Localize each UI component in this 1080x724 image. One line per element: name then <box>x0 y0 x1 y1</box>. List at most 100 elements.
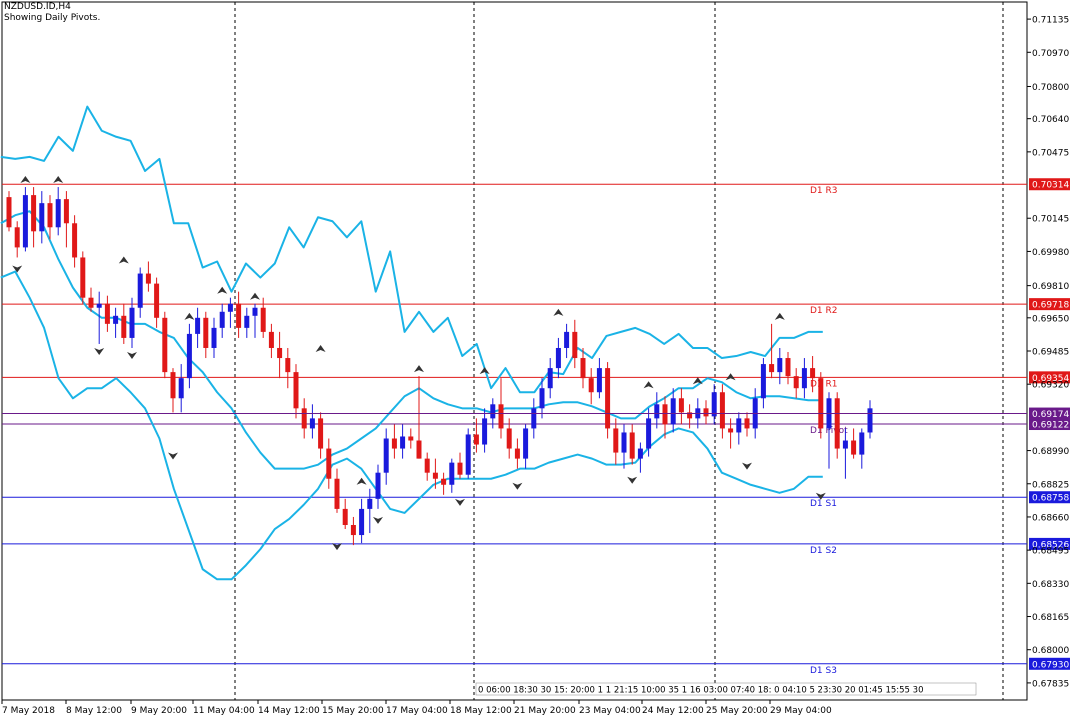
candle-body <box>63 199 69 224</box>
candle-body <box>834 398 840 449</box>
fractal-up-marker <box>725 373 736 381</box>
fractal-down-marker <box>373 516 383 524</box>
candle-body <box>621 432 627 453</box>
current-price-label: 0.69174 <box>1032 410 1069 420</box>
candle-body <box>137 273 143 308</box>
candle-body <box>203 317 209 348</box>
y-tick-label: 0.71135 <box>1032 16 1069 26</box>
candle-body <box>662 404 668 425</box>
fractal-up-marker <box>20 176 31 184</box>
x-tick-label: 24 May 12:00 <box>642 706 704 716</box>
fractal-up-marker <box>479 367 490 375</box>
pivot-price-label: 0.67930 <box>1032 660 1069 670</box>
candle-body <box>252 307 258 316</box>
candle-body <box>424 458 430 473</box>
time-overlay-strip <box>475 682 977 696</box>
y-tick-label: 0.70640 <box>1032 115 1069 125</box>
candle-body <box>47 203 53 228</box>
candle-body <box>654 404 660 419</box>
candle-body <box>22 195 28 248</box>
x-tick-label: 15 May 20:00 <box>322 706 384 716</box>
y-tick-label: 0.69810 <box>1032 282 1069 292</box>
y-tick-label: 0.70800 <box>1032 83 1069 93</box>
pivot-price-box <box>1029 418 1070 431</box>
pivot-price-label: 0.69354 <box>1032 374 1069 384</box>
fractal-up-marker <box>118 256 129 264</box>
x-tick-label: 25 May 20:00 <box>706 706 768 716</box>
candle-body <box>260 307 266 332</box>
pivot-label: D1 S3 <box>810 666 837 676</box>
candle-body <box>736 418 742 433</box>
fractal-down-marker <box>742 462 752 470</box>
y-tick-label: 0.68660 <box>1032 513 1069 523</box>
candle-body <box>268 331 274 348</box>
candle-body <box>580 358 586 379</box>
candle-body <box>154 283 160 318</box>
candle-body <box>547 368 553 389</box>
fractal-down-marker <box>455 498 465 506</box>
candle-body <box>104 303 110 324</box>
pivot-price-box <box>1029 298 1070 311</box>
fractal-down-marker <box>94 347 105 355</box>
candle-body <box>80 257 86 298</box>
middle-bollinger-band <box>0 210 823 470</box>
x-tick-label: 7 May 2018 <box>2 706 55 716</box>
candle-body <box>186 333 192 379</box>
candle-body <box>342 508 348 525</box>
pivot-label: D1 S1 <box>810 499 837 509</box>
time-overlay-label: 0 06:00 18:30 30 15: 20:00 1 1 21:15 10:… <box>478 686 923 696</box>
candle-body <box>55 199 61 228</box>
x-tick-label: 23 May 04:00 <box>579 706 641 716</box>
fractal-down-marker <box>127 351 137 359</box>
candle-body <box>96 303 102 308</box>
chart-symbol: NZDUSD.ID,H4 <box>4 2 71 12</box>
y-tick-label: 0.68990 <box>1032 447 1069 457</box>
y-tick-label: 0.69980 <box>1032 248 1069 258</box>
candle-body <box>851 440 857 455</box>
candle-body <box>383 438 389 473</box>
x-tick-label: 29 May 04:00 <box>770 706 832 716</box>
candle-body <box>613 428 619 453</box>
candle-body <box>514 448 520 459</box>
current-price-box <box>1029 407 1070 420</box>
candle-body <box>670 398 676 425</box>
fractal-up-marker <box>356 477 367 485</box>
candle-body <box>408 436 414 441</box>
candle-body <box>564 331 570 348</box>
candle-body <box>121 315 127 338</box>
candle-body <box>482 418 488 445</box>
candle-body <box>170 372 176 399</box>
y-tick-label: 0.67835 <box>1032 679 1069 689</box>
candle-body <box>293 372 299 409</box>
fractal-down-marker <box>12 265 23 273</box>
candle-body <box>769 364 775 373</box>
fractal-down-marker <box>168 452 178 460</box>
candle-body <box>31 195 37 232</box>
fractal-up-marker <box>315 345 326 353</box>
fractal-down-marker <box>332 543 342 551</box>
fractal-down-marker <box>815 492 826 500</box>
candle-body <box>375 472 381 499</box>
x-tick-label: 8 May 12:00 <box>66 706 122 716</box>
candle-body <box>441 478 447 485</box>
candle-body <box>432 472 438 479</box>
fractal-up-marker <box>553 308 564 316</box>
candle-body <box>88 297 94 308</box>
candle-body <box>416 440 422 459</box>
fractal-up-marker <box>692 377 703 385</box>
candle-body <box>523 428 529 459</box>
candle-body <box>596 368 602 393</box>
x-tick-label: 14 May 12:00 <box>258 706 320 716</box>
candle-body <box>178 378 184 399</box>
x-tick-label: 11 May 04:00 <box>193 706 255 716</box>
chart-subtitle: Showing Daily Pivots. <box>4 13 101 23</box>
fractal-up-marker <box>643 381 654 389</box>
candle-body <box>506 428 512 449</box>
fractal-down-marker <box>512 482 523 490</box>
candle-body <box>785 358 791 377</box>
candle-body <box>318 418 324 449</box>
y-tick-label: 0.68000 <box>1032 646 1069 656</box>
candle-body <box>72 223 78 258</box>
candle-body <box>449 462 455 485</box>
